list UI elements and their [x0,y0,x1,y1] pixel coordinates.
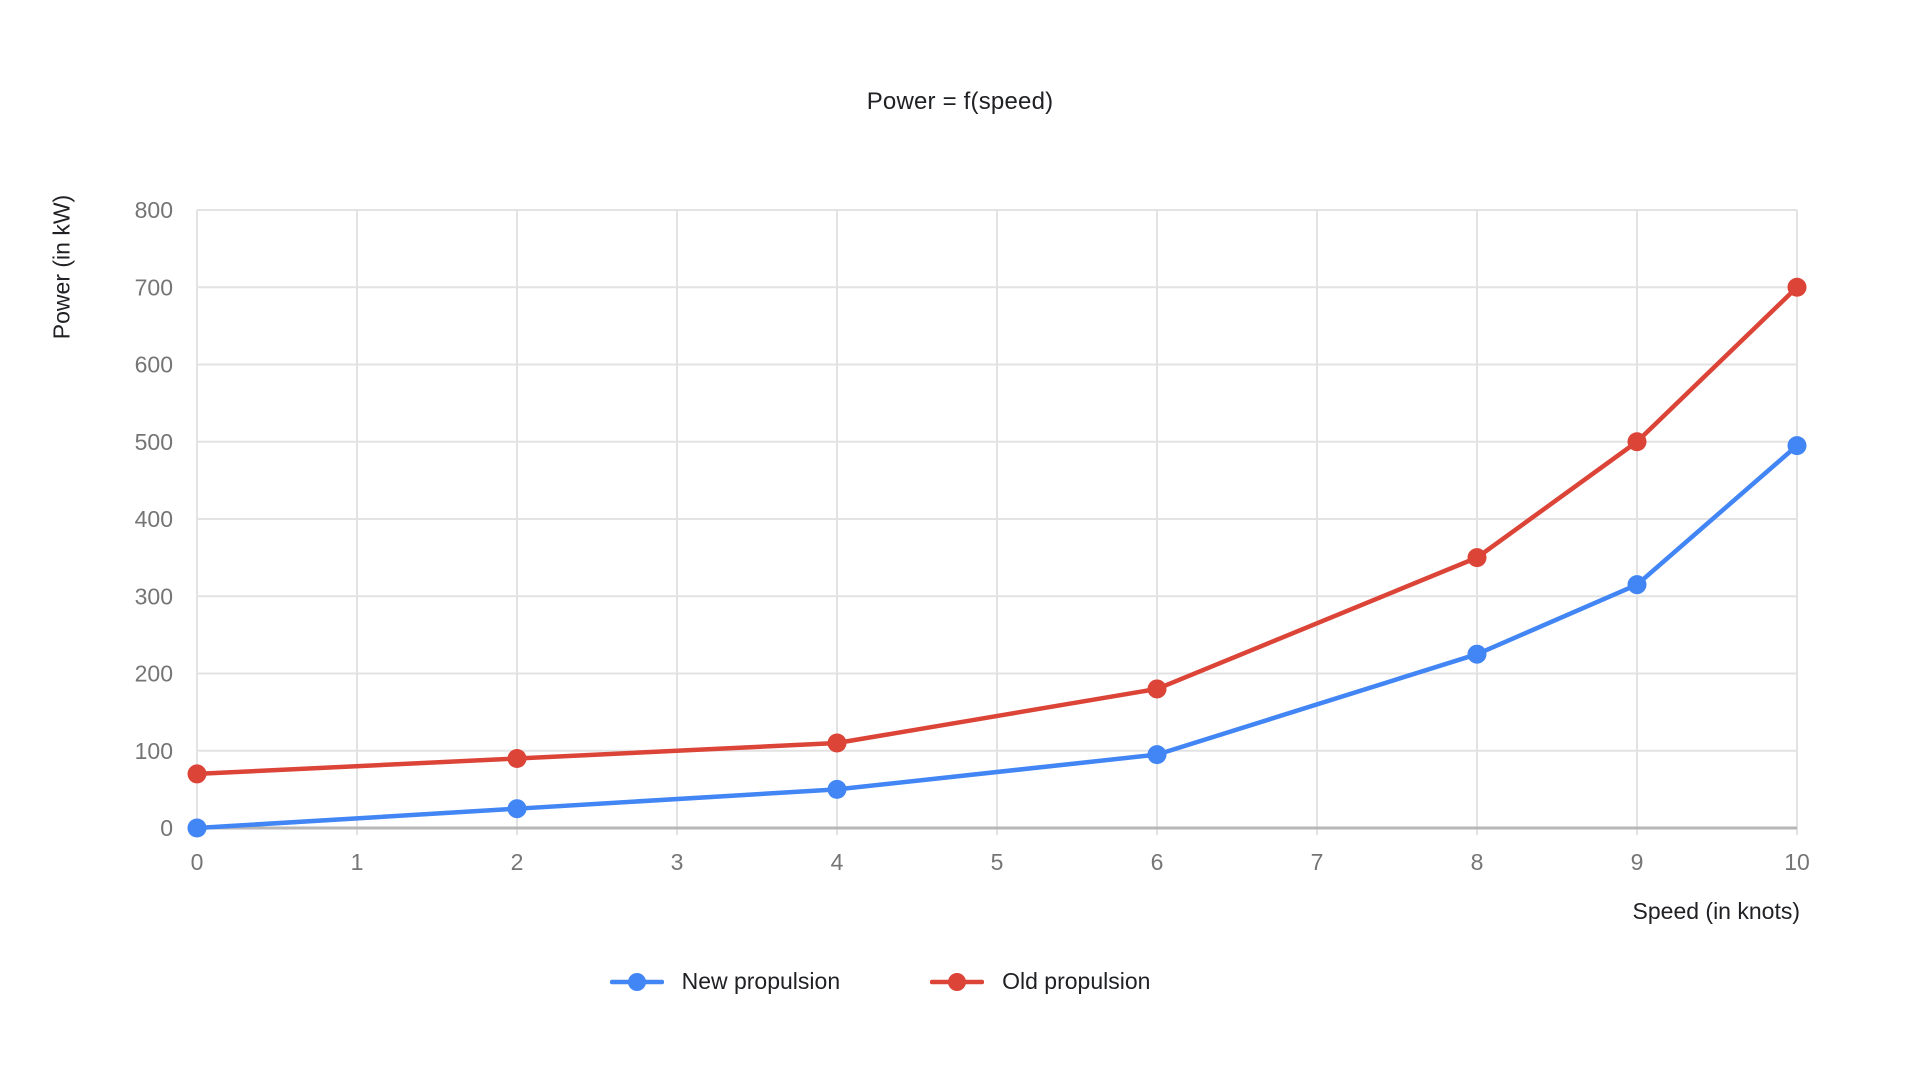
y-tick-label-400: 400 [135,506,173,532]
legend-marker-new-propulsion-icon [609,972,664,991]
data-point-new-propulsion-x10[interactable] [1787,436,1807,456]
x-tick-label-4: 4 [831,849,844,875]
legend-item-old-propulsion[interactable]: Old propulsion [930,968,1150,995]
legend-label-old-propulsion: Old propulsion [1002,968,1151,994]
x-tick-label-10: 10 [1784,849,1810,875]
data-point-old-propulsion-x9[interactable] [1627,432,1647,452]
y-tick-label-100: 100 [135,738,173,764]
data-point-old-propulsion-x0[interactable] [187,764,207,784]
x-tick-label-5: 5 [991,849,1004,875]
x-tick-label-0: 0 [191,849,204,875]
data-point-new-propulsion-x9[interactable] [1627,575,1647,595]
data-point-old-propulsion-x2[interactable] [507,748,527,768]
y-tick-label-800: 800 [135,197,173,223]
x-tick-label-6: 6 [1151,849,1164,875]
x-tick-label-3: 3 [671,849,684,875]
data-point-new-propulsion-x2[interactable] [507,799,527,819]
x-tick-label-8: 8 [1471,849,1484,875]
y-tick-label-600: 600 [135,352,173,378]
data-point-new-propulsion-x6[interactable] [1147,745,1167,765]
x-tick-label-9: 9 [1631,849,1644,875]
data-point-new-propulsion-x0[interactable] [187,818,207,838]
chart-title: Power = f(speed) [866,88,1054,115]
legend-marker-old-propulsion-icon [930,972,985,991]
legend-item-new-propulsion[interactable]: New propulsion [609,968,841,995]
data-point-new-propulsion-x4[interactable] [827,779,847,799]
y-axis-title: Power (in kW) [48,194,75,340]
data-point-old-propulsion-x10[interactable] [1787,277,1807,297]
y-tick-label-500: 500 [135,429,173,455]
data-point-new-propulsion-x8[interactable] [1467,644,1487,664]
x-axis-title: Speed (in knots) [1632,898,1800,924]
y-tick-label-0: 0 [160,815,173,841]
data-point-old-propulsion-x4[interactable] [827,733,847,753]
x-tick-label-1: 1 [351,849,364,875]
legend-label-new-propulsion: New propulsion [681,968,841,994]
x-tick-label-7: 7 [1311,849,1324,875]
data-point-old-propulsion-x6[interactable] [1147,679,1167,699]
data-point-old-propulsion-x8[interactable] [1467,548,1487,568]
y-tick-label-200: 200 [135,661,173,687]
x-tick-label-2: 2 [511,849,524,875]
y-tick-label-300: 300 [135,583,173,609]
y-tick-label-700: 700 [135,274,173,300]
legend: New propulsion Old propulsion [0,968,1760,995]
